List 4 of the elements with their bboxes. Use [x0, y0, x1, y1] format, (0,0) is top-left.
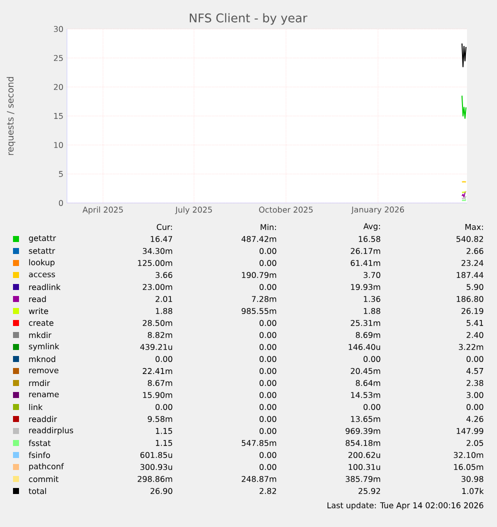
y-axis-title: requests / second — [6, 77, 16, 155]
line-series — [461, 95, 466, 119]
chart-title: NFS Client - by year — [190, 13, 308, 25]
line-series — [461, 42, 466, 68]
